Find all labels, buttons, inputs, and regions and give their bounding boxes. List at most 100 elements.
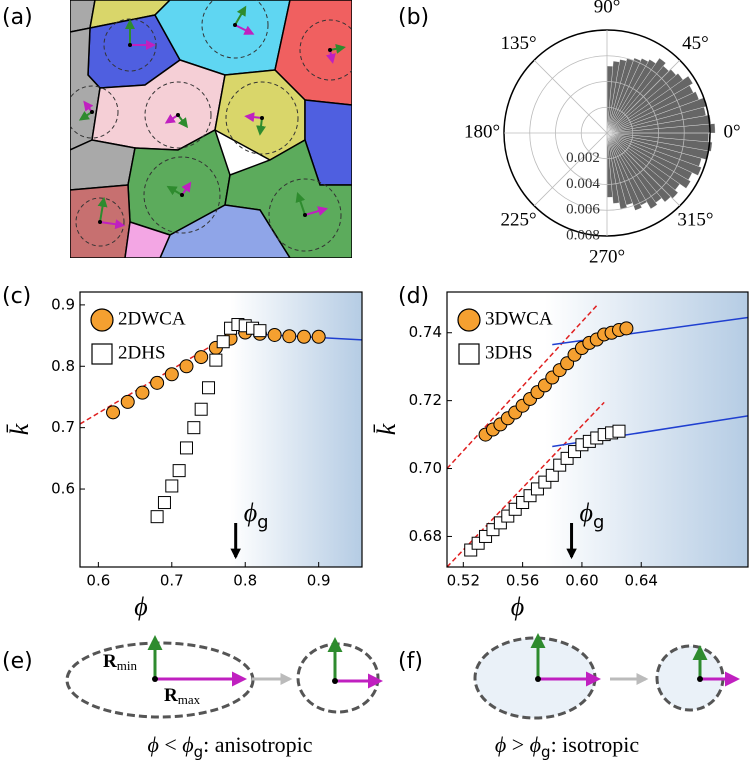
radial-tick-label: 0.002	[566, 150, 600, 166]
y-tick-label: 0.70	[409, 459, 442, 477]
center-dot	[260, 116, 264, 120]
polar-bar	[606, 132, 713, 152]
grid-spoke	[606, 59, 681, 134]
plot-frame	[79, 291, 363, 568]
center-dot	[176, 113, 180, 117]
rmin-label: Rmin	[103, 651, 137, 673]
polar-bar	[606, 57, 641, 134]
legend-label: 3DWCA	[485, 308, 553, 329]
point	[216, 335, 230, 349]
x-tick-label: 0.60	[565, 572, 598, 590]
center-dot	[152, 676, 158, 682]
center-dot	[233, 23, 237, 27]
center-dot	[332, 678, 338, 684]
y-tick-label: 0.7	[51, 418, 75, 436]
polar-bar	[606, 61, 620, 134]
point	[179, 359, 194, 374]
panel-label: (c)	[2, 284, 31, 309]
y-tick-label: 0.9	[51, 295, 75, 313]
polar-bar	[606, 59, 656, 134]
center-dot	[128, 43, 132, 47]
ellipse	[296, 642, 380, 714]
axis-arrow	[83, 100, 94, 113]
legend-label: 3DHS	[485, 342, 533, 363]
point	[172, 464, 186, 478]
point	[545, 468, 559, 482]
legend-marker	[90, 308, 114, 332]
center-dot	[90, 110, 94, 114]
angle-label: 225°	[501, 210, 537, 231]
grid-spoke	[606, 132, 681, 207]
axis-arrow	[234, 5, 247, 26]
axis-arrow	[256, 117, 266, 136]
y-tick-label: 0.72	[409, 391, 442, 409]
y-axis-label: k̄	[372, 423, 401, 435]
axis-arrow	[181, 181, 192, 196]
x-axis-label: ϕ	[511, 592, 524, 621]
point	[194, 402, 208, 416]
point	[619, 321, 634, 336]
angle-label: 0°	[723, 121, 740, 142]
x-tick-label: 0.9	[307, 572, 331, 590]
legend-marker	[457, 308, 481, 332]
fit-line	[447, 401, 605, 567]
polar-bar	[606, 58, 649, 134]
axis-arrow	[99, 219, 126, 230]
y-tick-label: 0.6	[51, 480, 75, 498]
center-dot	[328, 48, 332, 52]
voronoi-image	[70, 0, 352, 258]
center-dot	[535, 676, 541, 682]
voronoi-cell	[70, 139, 136, 191]
rmax-label: Rmax	[164, 685, 201, 707]
axis-arrow	[234, 24, 255, 35]
panel-label: (e)	[2, 649, 33, 674]
x-tick-label: 0.6	[86, 572, 110, 590]
plot-frame	[446, 291, 749, 568]
point	[135, 385, 150, 400]
legend-marker	[91, 343, 113, 365]
point	[202, 381, 216, 395]
point	[296, 329, 311, 344]
caption: ϕ > ϕg: isotropic	[495, 732, 640, 760]
polar-bar	[606, 91, 700, 134]
voronoi-cell	[124, 221, 172, 258]
angle-label: 315°	[677, 210, 713, 231]
x-tick-label: 0.56	[506, 572, 539, 590]
grid-spoke	[533, 59, 608, 134]
shaded-region	[544, 292, 748, 567]
axis-arrow	[177, 114, 189, 129]
fit-line	[447, 305, 598, 470]
particle-outline	[268, 178, 342, 252]
caption: ϕ < ϕg: anisotropic	[147, 732, 312, 760]
radial-tick-label: 0.006	[566, 202, 600, 218]
center-dot	[303, 213, 307, 217]
axis-arrow	[329, 43, 346, 54]
particle-outline	[144, 81, 212, 149]
axis-arrow	[97, 196, 108, 223]
point	[194, 350, 209, 365]
axis-arrow	[244, 112, 263, 123]
point	[187, 421, 201, 435]
x-tick-label: 0.52	[447, 572, 480, 590]
angle-label: 135°	[501, 33, 537, 54]
point	[106, 405, 121, 420]
particle-outline	[143, 156, 221, 234]
panel-label: (d)	[398, 284, 429, 309]
polar-bar	[606, 132, 643, 211]
particle-outline	[225, 81, 299, 155]
y-tick-label: 0.74	[409, 323, 442, 341]
radial-tick-label: 0.004	[566, 176, 600, 192]
angle-label: 270°	[589, 246, 625, 267]
point	[253, 324, 267, 338]
point	[164, 367, 179, 382]
point	[311, 329, 326, 344]
y-axis-label: k̄	[5, 423, 34, 435]
x-tick-label: 0.64	[625, 572, 658, 590]
point	[267, 327, 282, 342]
y-tick-label: 0.68	[409, 527, 442, 545]
polar-bar	[606, 132, 658, 210]
angle-label: 180°	[464, 121, 500, 142]
center-dot	[98, 220, 102, 224]
